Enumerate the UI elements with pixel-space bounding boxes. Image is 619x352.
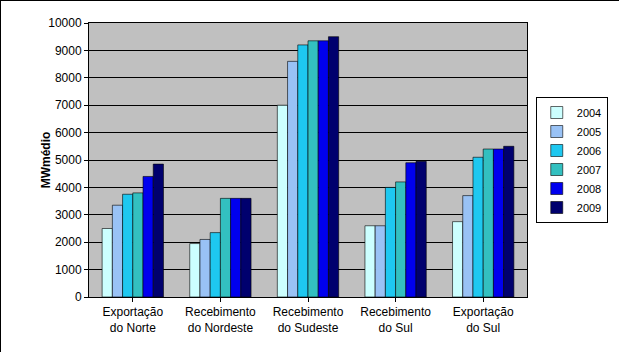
svg-text:9000: 9000 bbox=[55, 44, 82, 58]
svg-text:10000: 10000 bbox=[48, 16, 82, 30]
svg-text:2000: 2000 bbox=[55, 235, 82, 249]
svg-text:3000: 3000 bbox=[55, 208, 82, 222]
svg-text:0: 0 bbox=[75, 290, 82, 304]
svg-text:2008: 2008 bbox=[577, 183, 601, 195]
svg-text:5000: 5000 bbox=[55, 153, 82, 167]
svg-text:4000: 4000 bbox=[55, 181, 82, 195]
svg-text:Exportaçãodo Norte: Exportaçãodo Norte bbox=[102, 305, 163, 335]
svg-text:Recebimentodo Sul: Recebimentodo Sul bbox=[360, 305, 431, 335]
svg-text:Exportaçãodo Sul: Exportaçãodo Sul bbox=[453, 305, 514, 335]
svg-text:2004: 2004 bbox=[577, 107, 601, 119]
svg-text:Recebimentodo Nordeste: Recebimentodo Nordeste bbox=[185, 305, 256, 335]
svg-text:MWmédio: MWmédio bbox=[39, 132, 53, 189]
svg-text:7000: 7000 bbox=[55, 98, 82, 112]
svg-text:6000: 6000 bbox=[55, 126, 82, 140]
svg-text:Recebimentodo Sudeste: Recebimentodo Sudeste bbox=[273, 305, 344, 335]
svg-text:1000: 1000 bbox=[55, 263, 82, 277]
svg-text:8000: 8000 bbox=[55, 71, 82, 85]
svg-text:2006: 2006 bbox=[577, 145, 601, 157]
svg-text:2007: 2007 bbox=[577, 164, 601, 176]
svg-text:2009: 2009 bbox=[577, 202, 601, 214]
svg-text:2005: 2005 bbox=[577, 126, 601, 138]
